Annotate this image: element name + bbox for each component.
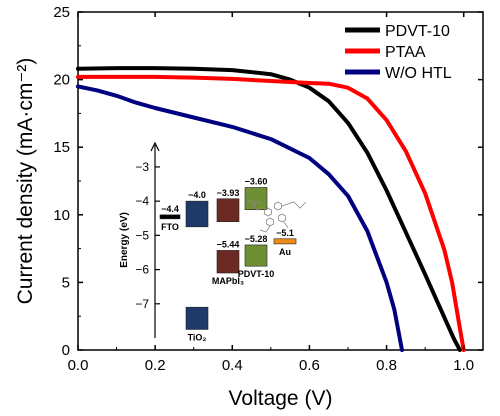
inset-level-box: [216, 250, 240, 274]
series-line-2: [76, 84, 404, 352]
inset-tick-label: −3: [135, 160, 149, 174]
molecule-ring: [264, 207, 272, 217]
x-tick-label: 0.8: [376, 357, 397, 374]
legend-entry: PDVT-10: [385, 23, 450, 40]
x-tick-label: 0.0: [68, 357, 89, 374]
y-tick-label: 10: [53, 207, 70, 224]
x-tick-label: 0.6: [299, 357, 320, 374]
inset-level-top-value: −3.60: [245, 176, 268, 186]
inset-level-box: [244, 187, 268, 211]
series-line-1: [76, 74, 466, 352]
inset-level-top-value: −3.93: [217, 188, 240, 198]
inset-level-box: [185, 200, 209, 228]
y-tick-label: 5: [62, 274, 70, 291]
y-tick-label: 20: [53, 72, 70, 89]
axes: 0.0 0.2 0.4 0.6 0.8 1.0 0 5 10 15 20 25 Voltage (V) C…: [14, 4, 483, 410]
inset-tick-label: −7: [135, 297, 149, 311]
x-tick-label: 0.4: [222, 357, 243, 374]
inset-level-box: [244, 244, 268, 267]
series-line-0: [76, 66, 462, 352]
y-tick-label: 0: [62, 342, 70, 359]
molecule-chain: [247, 199, 307, 233]
x-tick-label: 0.2: [145, 357, 166, 374]
molecule-structure-icon: [247, 199, 307, 233]
inset-level-bottom-value: −5.44: [217, 239, 240, 249]
inset-tick-label: −5: [135, 228, 149, 242]
inset-level-top-value: −5.1: [276, 228, 294, 238]
legend: PDVT-10 PTAA W/O HTL: [345, 23, 452, 82]
inset-level-box: [159, 214, 181, 220]
inset-level-top-value: −4.0: [188, 190, 206, 200]
inset-level-box: [273, 238, 297, 245]
x-axis-label: Voltage (V): [229, 387, 333, 410]
inset-level-label: MAPbI₃: [212, 276, 244, 286]
inset-level-bottom-value: −5.28: [245, 234, 268, 244]
y-axis-label: Current density (mA·cm⁻²): [14, 58, 37, 305]
legend-entry: PTAA: [385, 44, 426, 61]
molecule-ring: [266, 217, 274, 227]
inset-level-label: FTO: [161, 222, 179, 232]
x-tick-label: 1.0: [453, 357, 474, 374]
inset-axis-arrow: [150, 141, 160, 152]
y-tick-label: 15: [53, 139, 70, 156]
molecule-ring: [278, 213, 286, 223]
series-group: [76, 66, 466, 352]
inset-level-label: Au: [279, 247, 291, 257]
inset-level-box: [185, 306, 209, 330]
inset-level-label: TiO₂: [188, 332, 207, 342]
inset-level-label: PDVT-10: [238, 269, 275, 279]
y-tick-label: 25: [53, 4, 70, 21]
inset-level-top-value: −4.4: [161, 204, 179, 214]
inset-tick-label: −6: [135, 263, 149, 277]
legend-entry: W/O HTL: [385, 65, 452, 82]
molecule-ring: [254, 201, 262, 211]
inset-axis-title: Energy (eV): [119, 212, 130, 268]
energy-diagram-inset: −3 −4 −5 −6 −7 Energy (eV) FTO −4.4 TiO₂ −4.0 MAPb…: [119, 141, 307, 342]
molecule-ring: [274, 201, 282, 211]
inset-tick-label: −4: [135, 194, 149, 208]
inset-level-box: [216, 198, 240, 222]
